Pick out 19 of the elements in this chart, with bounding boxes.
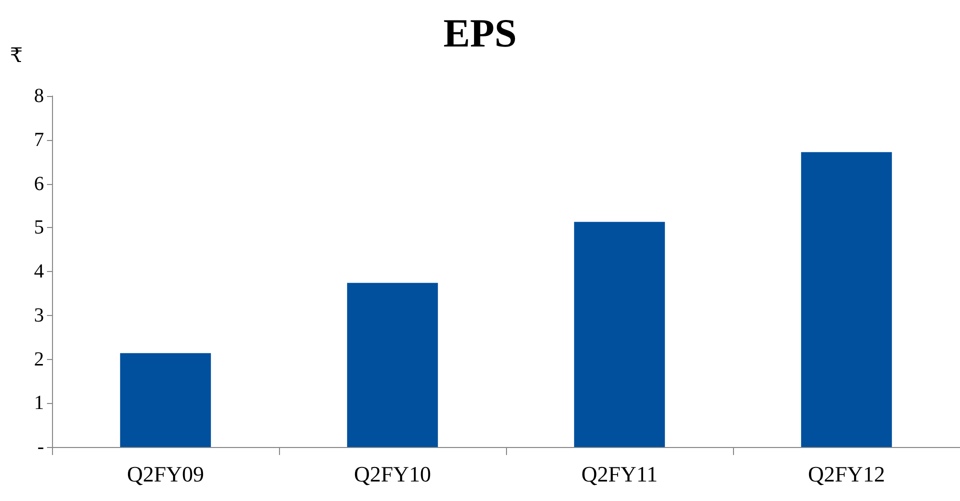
- bar: [347, 282, 438, 447]
- bar: [120, 353, 211, 447]
- x-tick-label: Q2FY12: [808, 462, 886, 486]
- bar: [574, 222, 665, 447]
- bar: [801, 152, 892, 447]
- y-tick-label: 6: [34, 172, 44, 195]
- y-tick-label: 3: [34, 304, 44, 326]
- y-tick-label: 8: [34, 85, 44, 107]
- y-tick-label: 7: [34, 128, 44, 151]
- y-tick-label: 2: [34, 348, 44, 370]
- x-tick-label: Q2FY09: [126, 462, 204, 486]
- y-tick-label: -: [37, 436, 44, 458]
- x-tick-label: Q2FY11: [581, 462, 658, 486]
- y-tick-label: 1: [34, 392, 44, 414]
- y-axis-title: ₹: [10, 45, 23, 67]
- x-tick-label: Q2FY10: [354, 462, 432, 486]
- y-tick-label: 5: [34, 216, 44, 239]
- y-tick-label: 4: [34, 260, 44, 282]
- chart-title: EPS: [443, 10, 517, 56]
